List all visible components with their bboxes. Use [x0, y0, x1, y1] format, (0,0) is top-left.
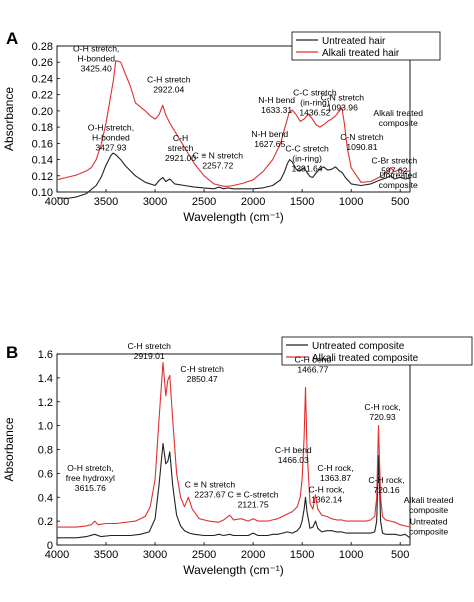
panel-label: A [6, 29, 18, 48]
y-tick-label: 1.0 [38, 421, 53, 433]
peak-annotation: Alkali treated composite [404, 495, 454, 515]
peak-annotation: C-H bend 1466.77 [295, 354, 332, 374]
legend-label: Untreated composite [312, 341, 405, 352]
y-tick-label: 0.4 [38, 492, 53, 504]
y-tick-label: 0.8 [38, 445, 53, 457]
legend-box [281, 336, 473, 366]
y-tick-label: 0.28 [32, 41, 53, 53]
peak-annotation: C-N stretch 1093.96 [321, 92, 365, 112]
y-tick-label: 0.26 [32, 57, 53, 69]
peak-annotation: C ≡ C-stretch 2121.75 [228, 489, 279, 509]
peak-annotation: C ≡ N stretch 2237.67 [185, 480, 236, 500]
panel-a: A 4000 3500 3000 2500 2000 1500 1000 500 0.10 0.12… [2, 29, 441, 224]
y-tick-label: 0.18 [32, 122, 53, 134]
peak-annotation: C-H stretch 2850.47 [180, 364, 224, 384]
y-tick-label: 0.10 [32, 187, 53, 199]
y-tick-label: 0.22 [32, 90, 53, 102]
x-tick-label: 2500 [192, 196, 216, 208]
series-line-untreated [57, 442, 411, 539]
peak-annotation: C-H stretch 2919.01 [127, 341, 171, 361]
y-tick-label: 0.20 [32, 106, 53, 118]
x-tick-label: 3500 [94, 196, 118, 208]
x-tick-label: 4000 [45, 196, 69, 208]
peak-annotation: C-H bend 1466.03 [275, 445, 312, 465]
y-axis-title: Absorbance [2, 417, 16, 481]
peak-annotation: C-H rock, 1363.87 [317, 463, 353, 483]
x-tick-label: 1500 [290, 549, 314, 561]
series-line-untreated [56, 152, 411, 200]
x-axis-title: Wavelength (cm⁻¹) [183, 210, 284, 224]
peak-annotation: N-H bend 1627.65 [251, 129, 288, 149]
peak-annotation: Untreated composite [409, 517, 448, 537]
peak-annotation: C-C stretch (in-ring) 1391.64 [285, 143, 329, 173]
y-tick-label: 0.2 [38, 516, 53, 528]
peak-annotation: C-H rock, 720.16 [368, 475, 404, 495]
peak-annotation: C ≡ N stretch 2257.72 [193, 151, 244, 171]
legend-box [291, 31, 441, 61]
series-line-alkali-treated [57, 361, 411, 528]
legend-label: Untreated hair [322, 36, 386, 47]
x-tick-label: 4000 [45, 549, 69, 561]
y-tick-label: 0.12 [32, 171, 53, 183]
x-tick-label: 500 [391, 196, 409, 208]
y-tick-label: 0.14 [32, 155, 53, 167]
panel-b: B 4000 3500 3000 2500 2000 1500 1000 500 0 0.2 0.4 0… [2, 336, 473, 577]
y-tick-label: 0.6 [38, 468, 53, 480]
x-tick-label: 1500 [290, 196, 314, 208]
panel-label: B [6, 343, 18, 362]
y-tick-label: 0.24 [32, 73, 53, 85]
peak-annotation: O-H stretch, H-bonded 3427.93 [88, 122, 134, 152]
x-tick-label: 2500 [192, 549, 216, 561]
x-tick-label: 1000 [339, 196, 363, 208]
peak-annotation: C-H rock, 1362.14 [309, 484, 345, 504]
peak-annotation: Untreated composite [379, 170, 418, 190]
peak-annotation: N-H bend 1633.31 [258, 95, 295, 115]
y-tick-label: 0 [47, 540, 53, 552]
legend-label: Alkali treated composite [312, 353, 419, 364]
peak-annotation: C-C stretch (in-ring) 1436.52 [293, 87, 337, 117]
peak-annotation: O-H stretch, free hydroxyl 3615.76 [66, 463, 115, 493]
x-tick-label: 2000 [241, 549, 265, 561]
x-tick-label: 500 [391, 549, 409, 561]
x-axis-title: Wavelength (cm⁻¹) [183, 563, 284, 577]
y-axis-title: Absorbance [2, 87, 16, 151]
y-tick-label: 1.2 [38, 397, 53, 409]
y-tick-label: 1.6 [38, 349, 53, 361]
plot-frame [56, 45, 411, 193]
x-tick-label: 3000 [143, 549, 167, 561]
peak-annotation: C-H stretch 2922.04 [147, 75, 191, 95]
x-tick-label: 3000 [143, 196, 167, 208]
peak-annotation: C-H rock, 720.93 [364, 402, 400, 422]
x-tick-label: 2000 [241, 196, 265, 208]
y-tick-label: 0.16 [32, 138, 53, 150]
series-line-alkali-treated [56, 60, 411, 187]
peak-annotation: C-N stretch 1090.81 [340, 132, 384, 152]
y-tick-label: 1.4 [38, 373, 53, 385]
legend-label: Alkali treated hair [322, 48, 400, 59]
peak-annotation: Alkali treated composite [373, 108, 423, 128]
x-tick-label: 3500 [94, 549, 118, 561]
peak-annotation: O-H stretch, H-bonded 3425.40 [73, 44, 119, 74]
x-tick-label: 1000 [339, 549, 363, 561]
peak-annotation: C-H stretch 2921.00 [165, 133, 196, 163]
peak-annotation: C-Br stretch 597.62 [371, 156, 417, 176]
